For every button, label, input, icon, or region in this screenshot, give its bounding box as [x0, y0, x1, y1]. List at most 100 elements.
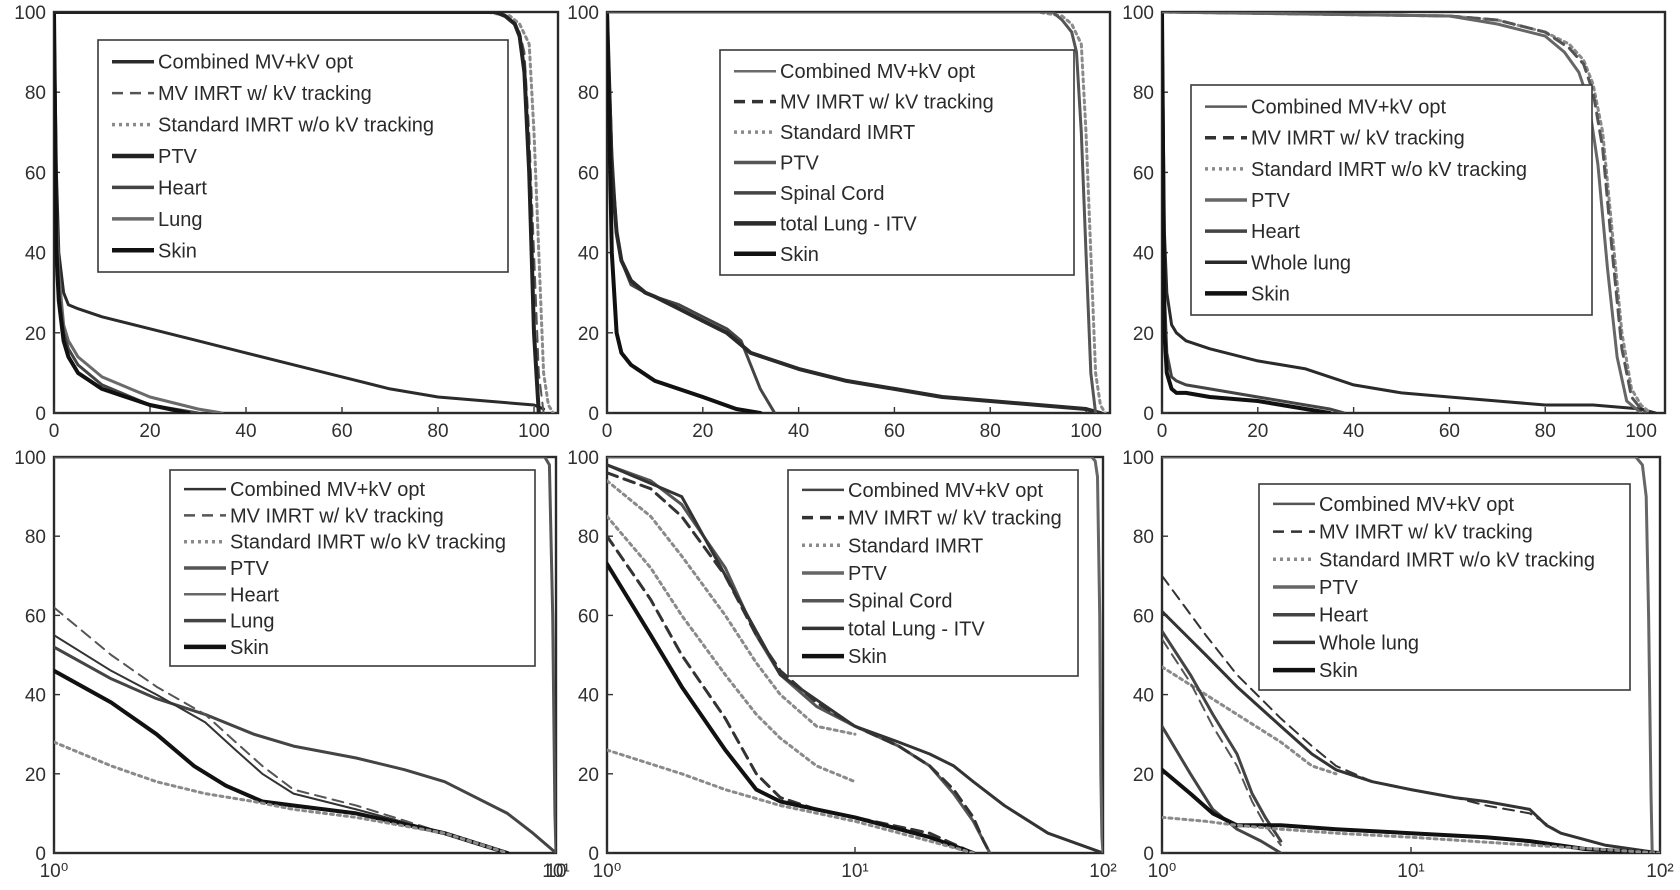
y-tick-label: 80 [25, 527, 46, 548]
legend-entry: total Lung - ITV [780, 213, 917, 235]
y-tick-label: 100 [567, 3, 599, 24]
y-tick-label: 100 [14, 448, 46, 469]
legend-entry: Skin [848, 646, 887, 668]
series-line-2 [607, 12, 1103, 413]
x-tick-label: 60 [331, 421, 352, 442]
y-tick-label: 80 [578, 83, 599, 104]
legend-entry: MV IMRT w/ kV tracking [230, 505, 444, 527]
x-tick-label: 20 [692, 421, 713, 442]
legend-entry: PTV [780, 153, 820, 175]
y-tick-label: 100 [567, 448, 599, 469]
legend-entry: Lung [158, 209, 203, 231]
legend: Combined MV+kV opt MV IMRT w/ kV tracking… [787, 469, 1079, 677]
legend-box [1258, 483, 1631, 691]
legend-entry: Standard IMRT w/o kV tracking [230, 532, 506, 554]
legend-entry: PTV [1251, 190, 1291, 212]
y-tick-label: 0 [35, 404, 46, 425]
y-tick-label: 100 [1122, 3, 1154, 24]
series-line-2 [1162, 609, 1660, 853]
series-line-1 [54, 12, 546, 411]
series-line-4 [607, 12, 1107, 413]
y-tick-label: 0 [35, 844, 46, 865]
x-tick-label: 80 [1535, 421, 1556, 442]
x-tick-label: 10¹ [542, 861, 569, 882]
x-tick-label: 10⁰ [40, 861, 69, 882]
legend-box [169, 469, 536, 667]
y-tick-label: 0 [1143, 844, 1154, 865]
legend-entry: PTV [230, 558, 270, 580]
y-tick-label: 0 [588, 844, 599, 865]
y-tick-label: 80 [578, 527, 599, 548]
x-tick-label: 40 [235, 421, 256, 442]
legend-entry: Combined MV+kV opt [158, 52, 354, 74]
y-tick-label: 60 [578, 163, 599, 184]
y-tick-label: 40 [1133, 686, 1154, 707]
x-tick-label: 40 [1343, 421, 1364, 442]
y-tick-label: 100 [14, 3, 46, 24]
panel-5: 0 20 40 60 80 100 10⁰ 10¹ 10² Combined MV+kV opt M… [567, 448, 1116, 882]
series-line-3 [607, 479, 857, 736]
y-tick-label: 60 [578, 606, 599, 627]
y-tick-label: 20 [578, 324, 599, 345]
y-tick-label: 40 [25, 686, 46, 707]
x-tick-label: 60 [884, 421, 905, 442]
legend-entry: Whole lung [1251, 252, 1351, 274]
y-tick-label: 60 [1133, 163, 1154, 184]
x-tick-label: 10⁰ [593, 861, 622, 882]
series-group [607, 12, 1107, 413]
x-tick-label: 100 [1625, 421, 1657, 442]
y-tick-label: 80 [1133, 83, 1154, 104]
series-line-4 [1162, 629, 1283, 843]
x-tick-label: 10² [1089, 861, 1116, 882]
x-tick-label: 100 [518, 421, 550, 442]
series-line-4 [607, 463, 1103, 853]
legend-entry: Heart [1319, 605, 1368, 627]
x-tick-label: 0 [49, 421, 60, 442]
series-line-7 [54, 12, 541, 413]
legend-entry: Combined MV+kV opt [1319, 494, 1515, 516]
series-line-7 [607, 561, 976, 853]
x-tick-label: 60 [1439, 421, 1460, 442]
legend-entry: Heart [1251, 221, 1300, 243]
x-tick-label: 0 [1157, 421, 1168, 442]
series-group [1162, 12, 1657, 413]
legend-entry: Standard IMRT [780, 122, 915, 144]
panel-1: 0 20 40 60 80 100 0 20 40 60 80 100 Combined MV+kV o… [14, 3, 560, 442]
legend-entry: PTV [1319, 577, 1359, 599]
y-tick-label: 20 [1133, 765, 1154, 786]
legend-entry: MV IMRT w/ kV tracking [780, 92, 994, 114]
legend-entry: Skin [158, 240, 197, 262]
legend: Combined MV+kV opt MV IMRT w/ kV tracking… [1190, 84, 1593, 316]
legend-entry: Skin [230, 637, 269, 659]
y-tick-label: 40 [1133, 244, 1154, 265]
y-tick-label: 80 [25, 83, 46, 104]
series-line-3 [1162, 12, 1332, 413]
legend-entry: MV IMRT w/ kV tracking [1319, 522, 1533, 544]
panel-2: 0 20 40 60 80 100 0 20 40 60 80 100 Combined MV+kV o… [567, 3, 1112, 442]
legend-entry: Skin [1319, 660, 1358, 682]
y-tick-label: 60 [25, 163, 46, 184]
y-tick-label: 20 [25, 324, 46, 345]
series-line-3 [607, 12, 763, 413]
legend-entry: Whole lung [1319, 632, 1419, 654]
legend-entry: Combined MV+kV opt [1251, 97, 1447, 119]
legend-entry: Combined MV+kV opt [848, 480, 1044, 502]
legend-entry: MV IMRT w/ kV tracking [1251, 128, 1465, 150]
legend-entry: Standard IMRT [848, 535, 983, 557]
series-group [607, 457, 1103, 853]
legend-entry: Lung [230, 611, 275, 633]
legend-entry: Spinal Cord [848, 591, 953, 613]
series-line-5 [1162, 638, 1282, 847]
x-tick-label: 20 [139, 421, 160, 442]
series-line-4 [54, 12, 191, 413]
series-line-6 [54, 457, 556, 853]
legend-box [97, 39, 509, 273]
series-line-9 [607, 457, 1103, 853]
y-tick-label: 20 [25, 765, 46, 786]
y-tick-label: 40 [578, 244, 599, 265]
x-tick-label: 80 [427, 421, 448, 442]
legend-entry: Standard IMRT w/o kV tracking [158, 115, 434, 137]
series-line-1 [607, 463, 992, 853]
